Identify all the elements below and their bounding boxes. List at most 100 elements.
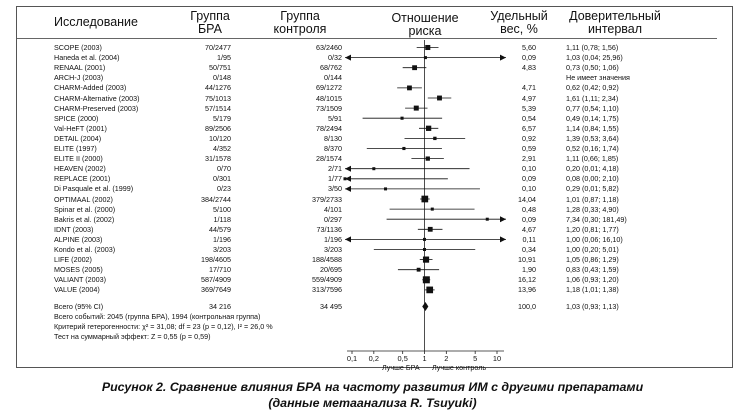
note-events: Всего событий: 2045 (группа БРА), 1994 (… xyxy=(54,312,261,321)
caption-line-1: Рисунок 2. Сравнение влияния БРА на част… xyxy=(101,380,644,394)
effect-marker xyxy=(413,105,419,111)
control-events: 559/4909 xyxy=(312,275,342,285)
weight-value: 0,11 xyxy=(522,234,536,244)
arb-events: 198/4605 xyxy=(201,255,231,265)
header-group-control: Группа контроля xyxy=(273,9,327,36)
control-events: 0/32 xyxy=(328,53,342,63)
effect-marker xyxy=(430,207,434,211)
effect-marker xyxy=(422,256,430,263)
study-name: SPICE (2000) xyxy=(54,113,99,123)
arb-events: 3/203 xyxy=(213,245,231,254)
effect-marker xyxy=(437,95,442,101)
study-name: ELITE (1997) xyxy=(54,144,97,153)
control-events: 1/196 xyxy=(324,234,342,244)
header-risk-ratio: Отношение риска xyxy=(391,11,459,38)
ci-value: 0,49 (0,14; 1,75) xyxy=(566,113,619,123)
total-weight: 100,0 xyxy=(518,302,536,311)
ci-value: 1,39 (0,53; 3,64) xyxy=(566,133,619,143)
ci-value: 0,08 (0,00; 2,10) xyxy=(566,174,619,184)
total-label: Всего (95% CI) xyxy=(54,302,104,311)
ci-value: 1,05 (0,86; 1,29) xyxy=(566,255,619,265)
control-events: 5/91 xyxy=(328,113,342,123)
study-name: SCOPE (2003) xyxy=(54,43,102,52)
favours-control-label: Лучше контроль xyxy=(432,363,487,372)
control-events: 379/2733 xyxy=(312,194,342,204)
study-name: DETAIL (2004) xyxy=(54,133,102,143)
ci-value: 0,73 (0,50; 1,06) xyxy=(566,63,619,73)
control-events: 188/4588 xyxy=(312,255,342,265)
control-events: 73/1509 xyxy=(316,103,342,113)
effect-marker xyxy=(425,44,431,51)
weight-value: 16,12 xyxy=(518,275,536,285)
arb-events: 1/118 xyxy=(213,214,231,224)
x-tick-label: 2 xyxy=(444,354,448,363)
weight-value: 14,04 xyxy=(518,194,536,204)
header-confidence-interval: Доверительный интервал xyxy=(569,9,661,36)
ci-arrow-left xyxy=(345,185,351,192)
arb-events: 31/1578 xyxy=(205,154,231,164)
study-name: IDNT (2003) xyxy=(54,224,94,234)
x-tick-label: 1 xyxy=(422,354,426,363)
ci-arrow-left xyxy=(345,165,351,172)
weight-value: 0,09 xyxy=(522,174,536,184)
ci-value: 1,06 (0,93; 1,20) xyxy=(566,275,619,285)
control-events: 313/7596 xyxy=(312,285,342,295)
study-name: OPTIMAAL (2002) xyxy=(54,194,113,204)
ci-value: 1,20 (0,81; 1,77) xyxy=(566,224,619,234)
header-study: Исследование xyxy=(54,15,138,29)
study-name: Di Pasquale et al. (1999) xyxy=(54,184,134,194)
ci-value: 1,01 (0,87; 1,18) xyxy=(566,194,619,204)
weight-value: 6,57 xyxy=(522,123,536,133)
arb-events: 1/95 xyxy=(217,53,231,63)
control-events: 73/1136 xyxy=(316,224,342,234)
weight-value: 0,09 xyxy=(522,214,536,224)
effect-marker xyxy=(372,167,376,171)
effect-marker xyxy=(423,237,426,241)
weight-value: 10,91 xyxy=(518,255,536,265)
pooled-diamond xyxy=(422,302,429,311)
study-name: CHARM-Alternative (2003) xyxy=(54,93,140,103)
study-name: HEAVEN (2002) xyxy=(54,164,106,174)
arb-events: 369/7649 xyxy=(201,285,231,295)
control-events: 4/101 xyxy=(324,204,342,214)
ci-value: 1,18 (1,01; 1,38) xyxy=(566,285,619,295)
ci-value: 1,14 (0,84; 1,55) xyxy=(566,123,619,133)
arb-events: 57/1514 xyxy=(205,103,231,113)
effect-marker xyxy=(433,136,437,141)
arb-events: 89/2506 xyxy=(205,123,231,133)
arb-events: 17/710 xyxy=(209,265,231,275)
effect-marker xyxy=(485,217,489,221)
study-name: VALIANT (2003) xyxy=(54,275,107,285)
arb-events: 0/70 xyxy=(217,164,231,174)
arb-events: 5/179 xyxy=(213,113,231,123)
caption-line-2: (данные метаанализа R. Tsuyuki) xyxy=(268,396,477,410)
header-group-arb: Группа БРА xyxy=(190,9,230,36)
effect-marker xyxy=(384,187,388,191)
header-weight: Удельный вес, % xyxy=(490,9,548,36)
ci-value: Не имеет значения xyxy=(566,73,630,83)
arb-events: 75/1013 xyxy=(205,93,231,103)
effect-marker xyxy=(423,56,427,60)
weight-value: 0,48 xyxy=(522,204,536,214)
ci-value: 1,11 (0,66; 1,85) xyxy=(566,154,619,164)
x-tick-label: 10 xyxy=(493,354,501,363)
ci-value: 0,29 (0,01; 5,82) xyxy=(566,184,619,194)
effect-marker xyxy=(412,65,418,71)
study-name: Val-HeFT (2001) xyxy=(54,123,107,133)
weight-value: 5,39 xyxy=(522,103,536,113)
control-events: 3/203 xyxy=(324,245,342,254)
favours-arb-label: Лучше БРА xyxy=(382,363,420,372)
forest-plot-figure xyxy=(16,6,733,368)
weight-value: 0,34 xyxy=(522,245,536,254)
control-events: 0/144 xyxy=(324,73,342,83)
weight-value: 0,59 xyxy=(522,144,536,153)
study-name: CHARM-Preserved (2003) xyxy=(54,103,139,113)
ci-value: 1,00 (0,20; 5,01) xyxy=(566,245,619,254)
study-name: ARCH-J (2003) xyxy=(54,73,104,83)
arb-events: 70/2477 xyxy=(205,43,231,52)
ci-value: 0,20 (0,01; 4,18) xyxy=(566,164,619,174)
arb-events: 4/352 xyxy=(213,144,231,153)
weight-value: 5,60 xyxy=(522,43,536,52)
effect-marker xyxy=(423,248,426,251)
effect-marker xyxy=(402,146,406,151)
